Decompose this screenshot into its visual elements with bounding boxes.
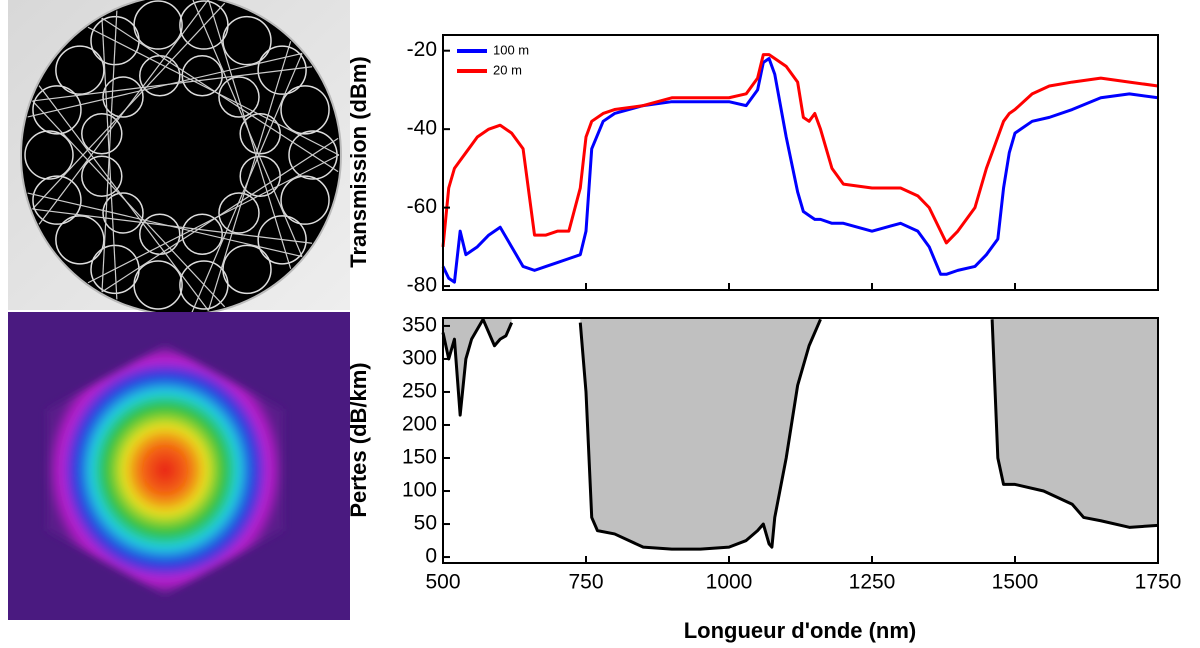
- y-tick-label: -60: [407, 195, 437, 218]
- fiber-tube: [133, 0, 183, 50]
- fiber-tube: [218, 76, 260, 118]
- y-tick-label: 250: [402, 380, 437, 403]
- x-axis-label: Longueur d'onde (nm): [684, 618, 917, 643]
- fiber-tube: [257, 215, 307, 265]
- y-tick-label: 300: [402, 346, 437, 369]
- y-tick-label: 350: [402, 313, 437, 336]
- area: [443, 318, 512, 416]
- y-tick-label: 150: [402, 446, 437, 469]
- y-tick-label: -40: [407, 117, 437, 140]
- y-tick-label: 0: [425, 545, 437, 568]
- fiber-strut: [101, 18, 118, 300]
- fiber-core: [123, 97, 239, 213]
- x-tick-label: 750: [568, 571, 603, 594]
- y-tick-label: -20: [407, 38, 437, 61]
- fiber-image: [8, 0, 350, 316]
- fiber-strut: [32, 100, 226, 308]
- area: [580, 318, 821, 550]
- x-tick-label: 1250: [849, 571, 896, 594]
- fiber-tube: [81, 155, 123, 197]
- y-axis-label: Transmission (dBm): [346, 56, 371, 267]
- fiber-strut: [101, 137, 339, 293]
- x-tick-label: 1750: [1135, 571, 1182, 594]
- plot-frame: [442, 34, 1159, 291]
- fiber-strut: [27, 52, 303, 118]
- fiber-tube: [55, 45, 105, 95]
- legend-label: 100 m: [493, 42, 529, 57]
- y-tick-label: 100: [402, 479, 437, 502]
- x-tick-label: 500: [425, 571, 460, 594]
- y-axis-label: Pertes (dB/km): [346, 362, 371, 517]
- fiber-strut: [191, 53, 303, 313]
- x-tick-label: 1500: [992, 571, 1039, 594]
- y-tick-label: -80: [407, 274, 437, 297]
- fiber-strut: [32, 208, 313, 244]
- fiber-tube: [257, 45, 307, 95]
- fiber-tube: [280, 175, 330, 225]
- fiber-tube: [179, 260, 229, 310]
- plot-frame: [442, 317, 1159, 564]
- fiber-tube: [81, 113, 123, 155]
- fiber-tube: [24, 130, 74, 180]
- fiber-tube: [102, 192, 144, 234]
- fiber-strut: [101, 17, 339, 173]
- fiber-tube: [32, 85, 82, 135]
- fiber-tube: [32, 175, 82, 225]
- fiber-tube: [218, 192, 260, 234]
- mode-image: [8, 312, 350, 620]
- line: [441, 317, 1159, 551]
- fiber-tube: [222, 15, 272, 66]
- fiber-tube: [55, 215, 105, 265]
- fiber-strut: [207, 0, 292, 269]
- x-tick-label: 1000: [706, 571, 753, 594]
- area: [992, 318, 1158, 528]
- fiber-tube: [90, 244, 140, 295]
- fiber-tube: [288, 130, 338, 180]
- y-tick-label: 200: [402, 413, 437, 436]
- fiber-tube: [102, 76, 144, 118]
- legend-label: 20 m: [493, 62, 522, 77]
- fiber-strut: [38, 0, 209, 225]
- line: [441, 53, 1159, 247]
- fiber-tube: [280, 85, 330, 135]
- line: [441, 57, 1159, 284]
- y-tick-label: 50: [414, 512, 437, 535]
